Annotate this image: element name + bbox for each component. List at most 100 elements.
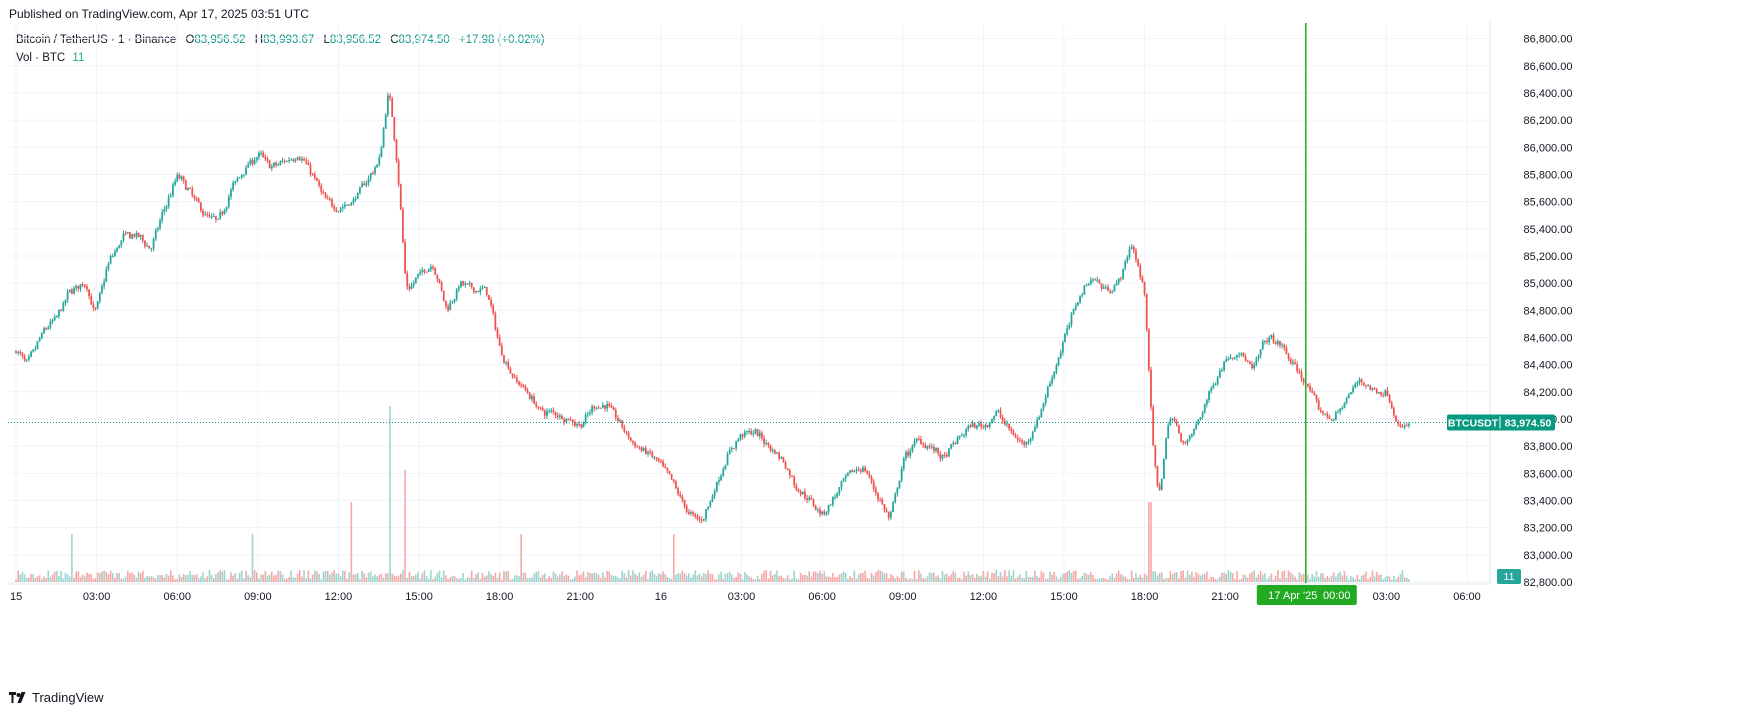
candle-body <box>348 204 351 206</box>
candle <box>70 287 73 295</box>
volume-bar <box>1378 575 1380 582</box>
volume-bar <box>305 578 307 582</box>
volume-bar <box>249 577 252 582</box>
volume-bar <box>660 574 662 582</box>
candle <box>1298 368 1301 375</box>
candle <box>374 165 376 176</box>
price-tick-label: 83,800.00 <box>1524 441 1573 453</box>
candle <box>1214 382 1217 386</box>
candle-body <box>32 349 35 352</box>
candle <box>1274 340 1277 345</box>
candle-body <box>528 392 531 400</box>
candle <box>457 284 460 293</box>
candle <box>960 432 963 437</box>
candle <box>103 278 106 290</box>
volume-bar <box>1300 574 1303 582</box>
volume-bar <box>1201 574 1204 582</box>
volume-bar <box>877 570 879 582</box>
volume-legend[interactable]: Vol · BTC 11 <box>16 52 84 64</box>
candle-body <box>309 165 312 174</box>
volume-bar <box>1244 575 1247 582</box>
volume-bar <box>892 575 894 582</box>
candle <box>664 463 667 469</box>
candle-body <box>163 208 166 212</box>
candle <box>776 452 778 454</box>
volume-bar <box>187 574 189 582</box>
candle <box>889 510 892 520</box>
candle <box>883 503 886 513</box>
volume-bar <box>655 576 658 582</box>
candle-body <box>924 444 927 449</box>
candle-body <box>993 416 995 420</box>
candle-body <box>101 286 103 293</box>
candle <box>1077 302 1079 307</box>
volume-bar <box>1403 577 1406 582</box>
candle-body <box>38 338 41 342</box>
candle-body <box>840 481 843 488</box>
volume-bar <box>1277 570 1279 582</box>
volume-bar <box>301 576 303 582</box>
candle <box>303 156 305 162</box>
candle <box>129 231 131 239</box>
volume-bar <box>847 578 849 582</box>
candle <box>346 204 348 206</box>
candle <box>662 459 664 468</box>
candle-body <box>129 232 131 239</box>
candle <box>1253 362 1256 371</box>
volume-bar <box>292 577 295 582</box>
candle-body <box>733 448 735 450</box>
volume-bar <box>1021 577 1023 582</box>
candle-body <box>210 216 213 218</box>
candle <box>124 230 127 236</box>
candle <box>503 354 505 365</box>
volume-bar <box>1294 576 1296 582</box>
candle-body <box>1199 417 1202 420</box>
volume-bar <box>324 570 327 582</box>
candle <box>1390 400 1393 409</box>
candle <box>1031 430 1034 441</box>
volume-bar <box>331 572 333 582</box>
candle-body <box>1296 364 1299 372</box>
candle <box>541 405 544 412</box>
footer-brand[interactable]: TradingView <box>9 690 104 705</box>
candle-body <box>664 466 667 468</box>
candle-body <box>937 447 940 454</box>
volume-bar <box>1229 571 1232 582</box>
candle <box>1255 356 1258 367</box>
volume-bar <box>670 579 673 582</box>
candle <box>1330 418 1333 422</box>
candle-body <box>724 465 727 470</box>
candle-body <box>202 210 204 216</box>
candle <box>1382 392 1385 398</box>
volume-bar <box>410 576 413 582</box>
volume-bar <box>120 578 123 582</box>
volume-bar <box>636 575 639 582</box>
volume-bar <box>1057 579 1060 582</box>
candle <box>1132 244 1135 254</box>
candle-body <box>1184 442 1187 444</box>
candle <box>1169 416 1172 426</box>
volume-bar <box>1337 573 1339 582</box>
candle <box>288 157 290 164</box>
volume-bar <box>864 570 866 582</box>
volume-bar <box>101 571 103 582</box>
symbol-legend[interactable]: Bitcoin / TetherUS · 1 · Binance O83,956… <box>16 34 545 46</box>
candle <box>569 416 572 421</box>
volume-bar <box>1087 574 1090 582</box>
candle-body <box>429 266 432 270</box>
candle <box>223 208 226 215</box>
candle <box>1173 416 1176 423</box>
volume-bar <box>1167 578 1170 582</box>
candle <box>1158 482 1161 492</box>
volume-bar <box>1240 578 1243 582</box>
candle <box>515 374 518 384</box>
candle <box>808 495 811 502</box>
candle-body <box>715 482 718 492</box>
volume-bar <box>1044 579 1047 582</box>
candle <box>36 340 39 350</box>
candle-body <box>739 434 742 440</box>
time-tick-label: 21:00 <box>1211 591 1239 603</box>
candle <box>83 284 86 289</box>
price-tick-label: 86,400.00 <box>1524 88 1573 100</box>
